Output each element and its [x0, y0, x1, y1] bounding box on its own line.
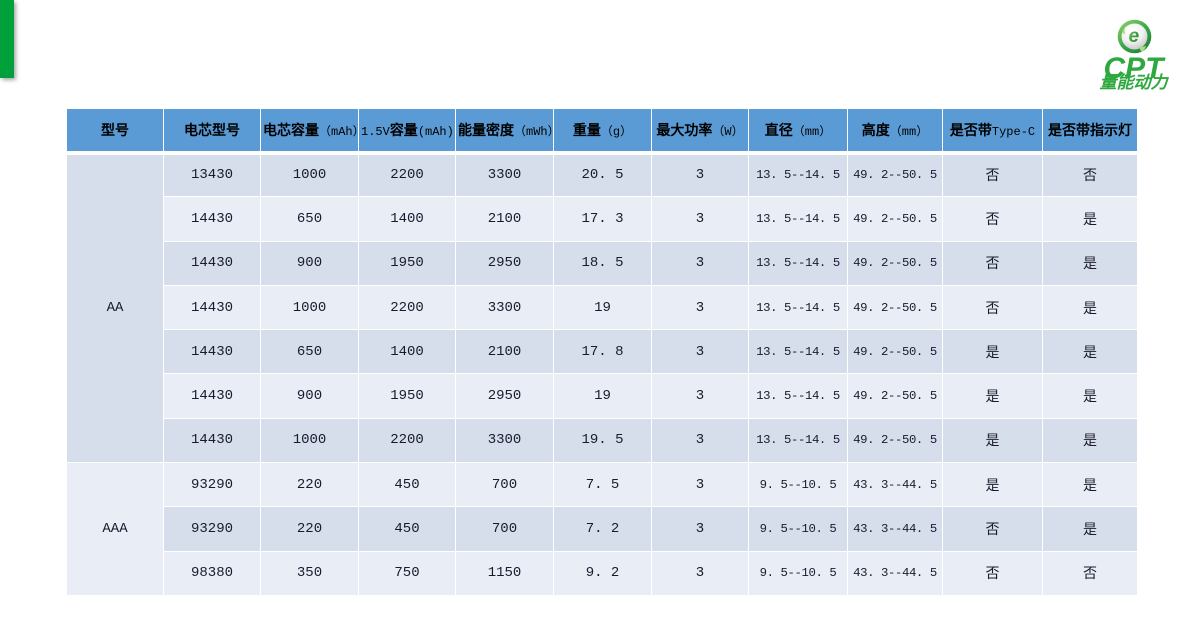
svg-text:e: e — [1128, 26, 1139, 47]
